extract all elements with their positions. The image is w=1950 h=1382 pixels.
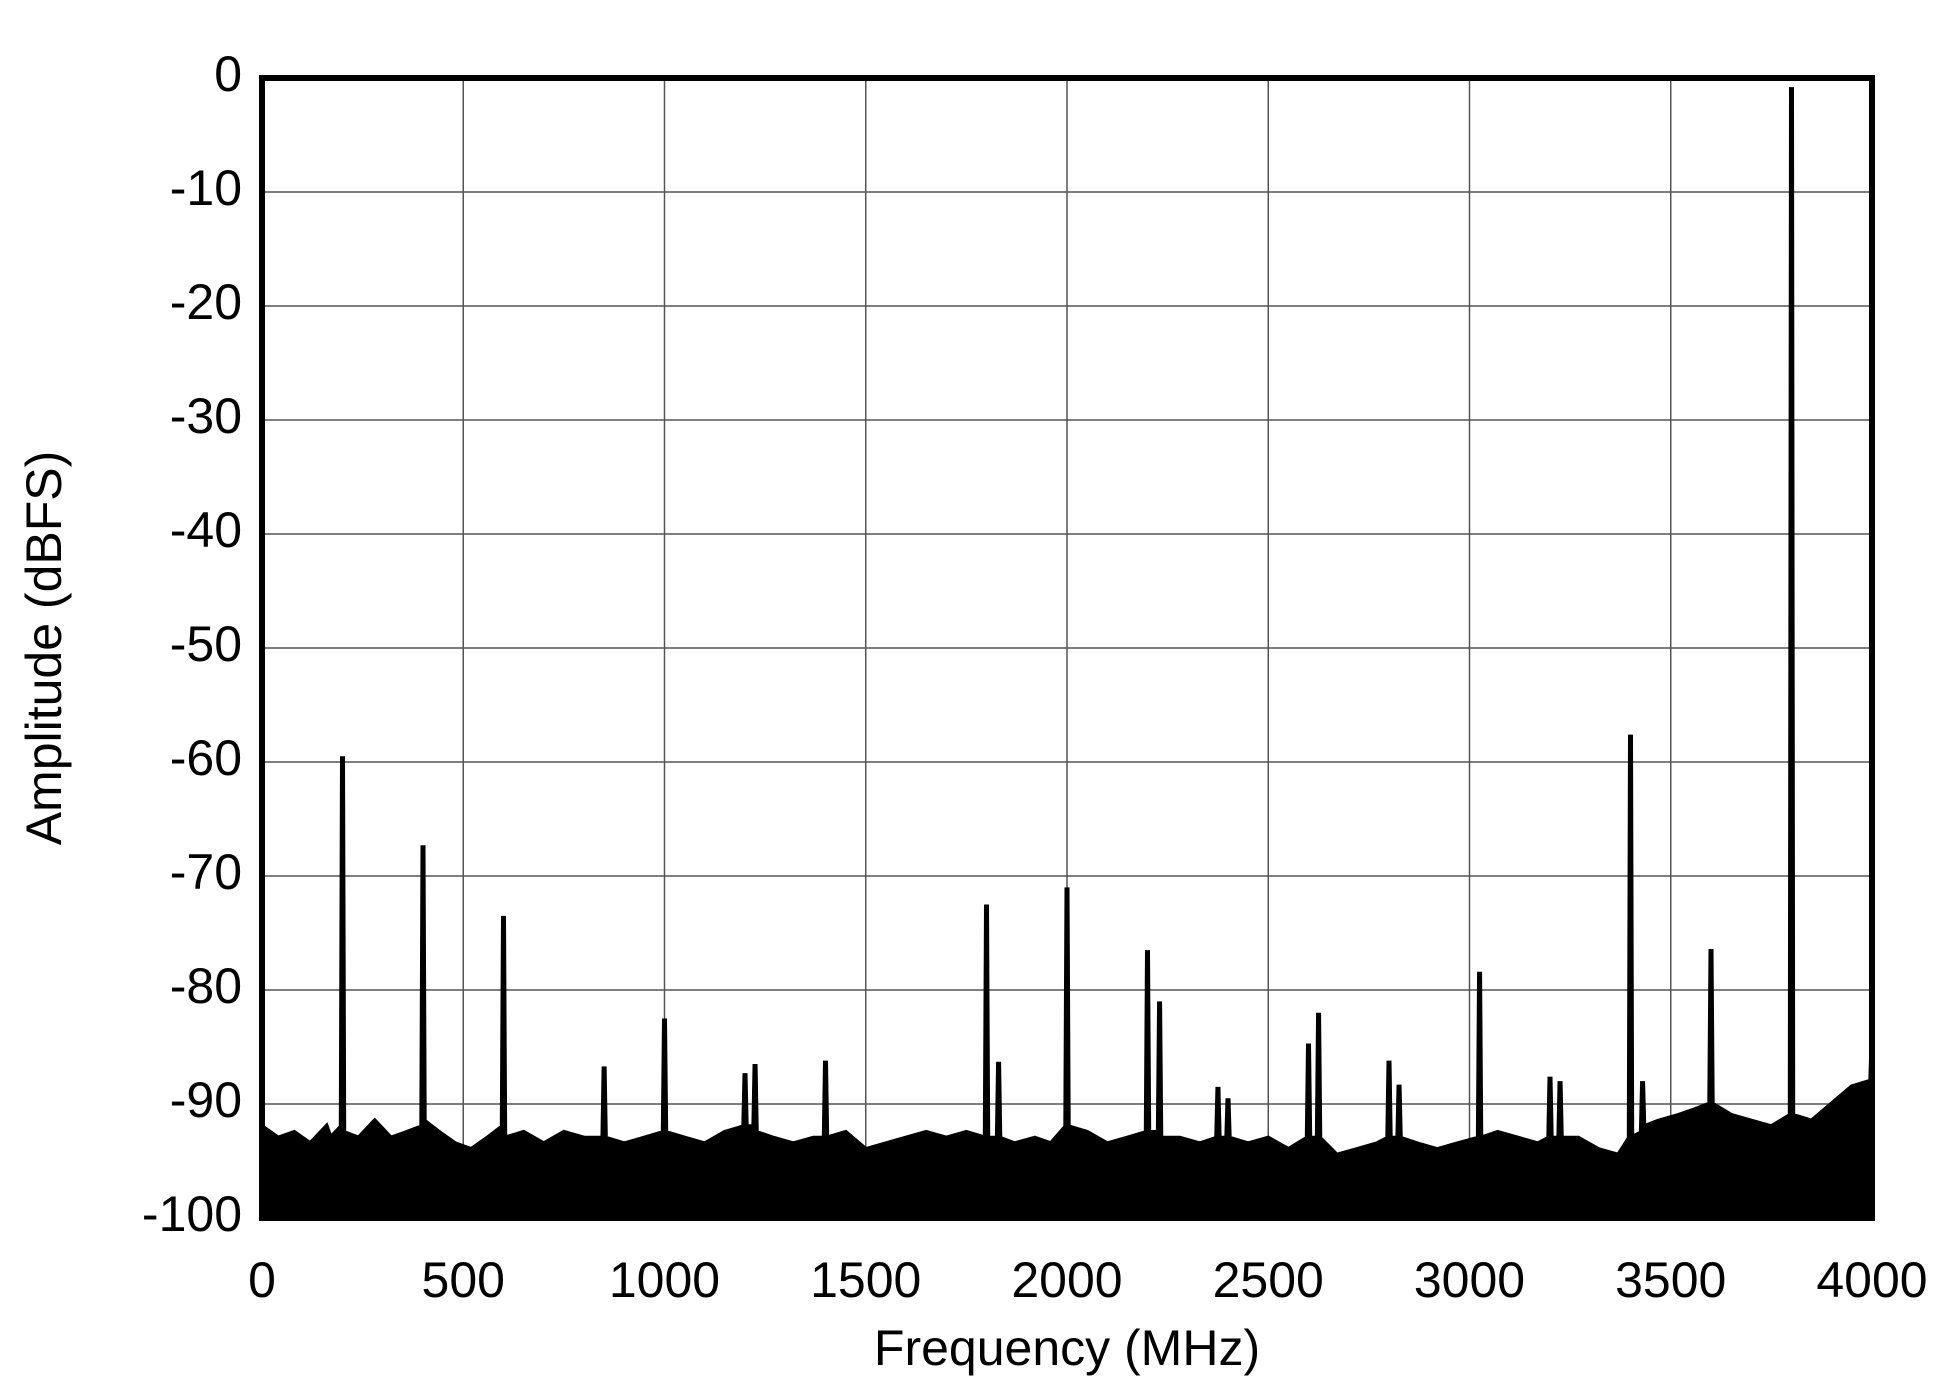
y-tick-label: -70 xyxy=(170,844,242,900)
y-tick-label: -40 xyxy=(170,502,242,558)
y-tick-label: -100 xyxy=(142,1186,242,1242)
y-tick-label: -10 xyxy=(170,160,242,216)
x-tick-label: 3000 xyxy=(1414,1252,1525,1308)
x-tick-label: 2500 xyxy=(1213,1252,1324,1308)
x-axis-title: Frequency (MHz) xyxy=(874,1320,1260,1376)
spectrum-area xyxy=(259,87,1875,1221)
y-axis-title: Amplitude (dBFS) xyxy=(16,451,72,846)
x-tick-label: 500 xyxy=(422,1252,505,1308)
x-tick-label: 3500 xyxy=(1615,1252,1726,1308)
x-tick-label: 1000 xyxy=(609,1252,720,1308)
x-tick-label: 1500 xyxy=(810,1252,921,1308)
y-tick-label: -80 xyxy=(170,958,242,1014)
y-tick-label: 0 xyxy=(214,46,242,102)
x-tick-label: 4000 xyxy=(1816,1252,1927,1308)
x-tick-label: 2000 xyxy=(1011,1252,1122,1308)
y-tick-label: -50 xyxy=(170,616,242,672)
y-tick-label: -20 xyxy=(170,274,242,330)
y-tick-label: -90 xyxy=(170,1072,242,1128)
x-tick-label: 0 xyxy=(248,1252,276,1308)
y-tick-label: -30 xyxy=(170,388,242,444)
plot-frame xyxy=(259,75,1875,1221)
y-tick-label: -60 xyxy=(170,730,242,786)
